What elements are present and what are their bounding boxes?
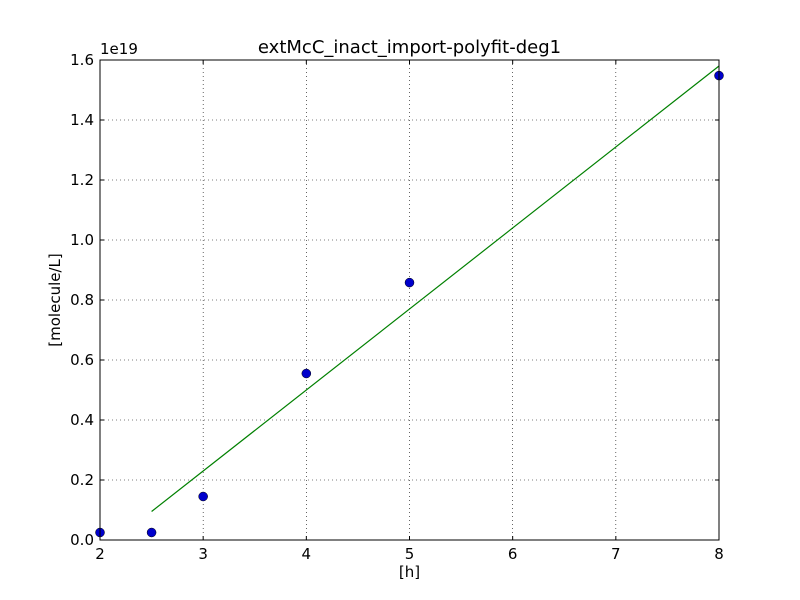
- y-tick-label: 1.6: [70, 51, 94, 69]
- x-tick-label: 3: [198, 545, 208, 563]
- data-point: [301, 368, 312, 379]
- y-tick-label: 1.0: [70, 231, 94, 249]
- y-tick-label: 1.2: [70, 171, 94, 189]
- data-point: [146, 527, 157, 538]
- x-axis-label: [h]: [399, 563, 420, 581]
- y-tick-label: 0.6: [70, 351, 94, 369]
- series-layer: [95, 65, 724, 538]
- y-tick-label: 0.0: [70, 531, 94, 549]
- data-point: [198, 491, 208, 502]
- ticks: 2 3 4 5 6 7 8 0.0 0.2 0.4 0.6 0.8 1.0 1.2 1.4 1.6: [70, 51, 724, 563]
- fit-line: [151, 65, 720, 512]
- chart-title: extMcC_inact_import-polyfit-deg1: [258, 37, 561, 58]
- x-tick-label: 8: [714, 545, 724, 563]
- y-tick-label: 1.4: [70, 111, 94, 129]
- y-offset-label: 1e19: [100, 40, 138, 58]
- x-tick-label: 7: [611, 545, 621, 563]
- y-tick-label: 0.4: [70, 411, 94, 429]
- y-tick-label: 0.2: [70, 471, 94, 489]
- x-tick-label: 4: [302, 545, 312, 563]
- y-axis-label: [molecule/L]: [46, 253, 64, 346]
- x-tick-label: 2: [95, 545, 105, 563]
- data-point: [404, 277, 415, 288]
- y-tick-label: 0.8: [70, 291, 94, 309]
- x-tick-label: 6: [508, 545, 518, 563]
- x-tick-label: 5: [405, 545, 415, 563]
